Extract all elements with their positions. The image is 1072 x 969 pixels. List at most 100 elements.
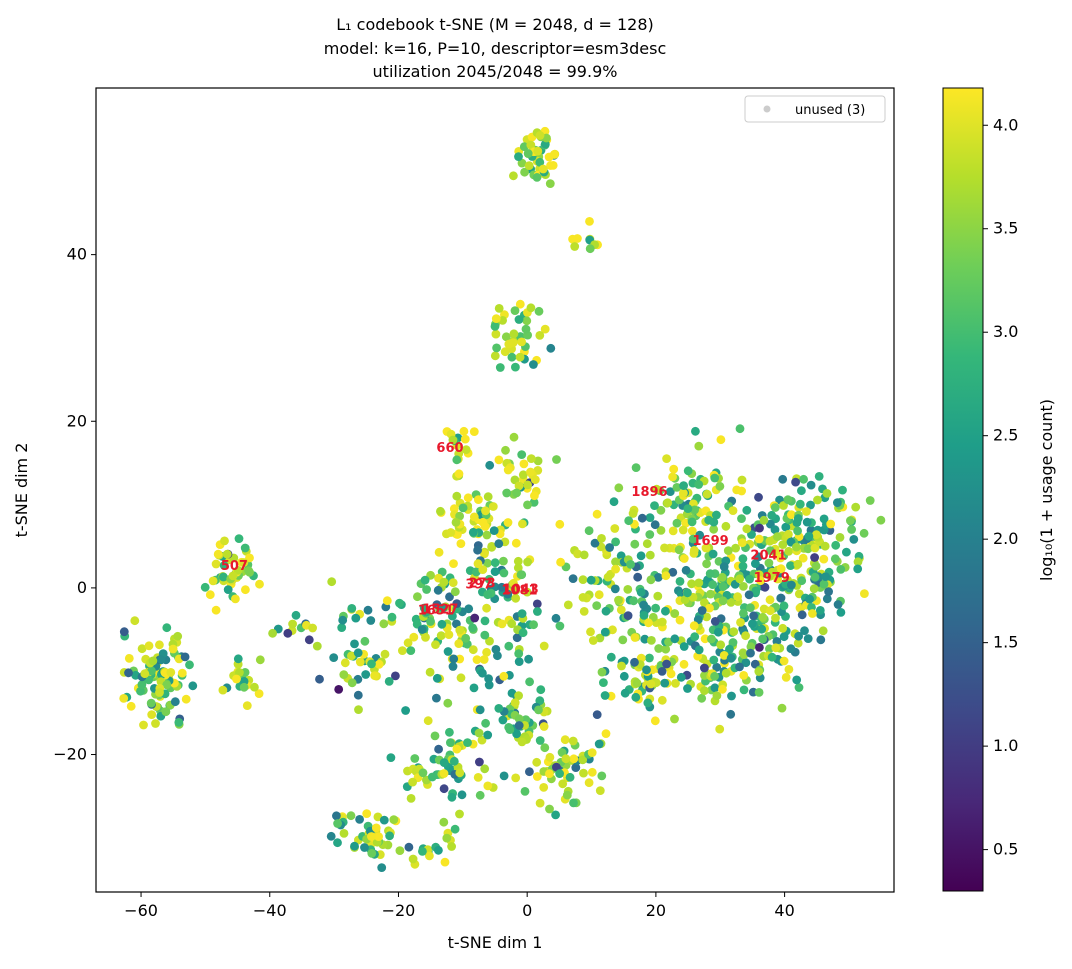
scatter-point [530,491,539,501]
colorbar-tick-label: 3.0 [993,322,1018,341]
scatter-point [702,559,711,569]
scatter-point [347,651,356,661]
scatter-point [694,480,704,489]
scatter-point [447,792,457,802]
scatter-point [420,575,430,585]
scatter-point [728,638,738,647]
scatter-point [718,596,728,606]
scatter-point [510,306,520,315]
scatter-point [657,695,667,705]
scatter-point [481,506,490,516]
scatter-point [713,627,723,637]
scatter-point [240,543,250,553]
scatter-point [480,616,490,626]
scatter-point [517,609,527,618]
scatter-point [484,680,494,690]
scatter-point [482,647,491,657]
scatter-point [672,483,682,492]
scatter-point [833,498,842,507]
scatter-point [533,607,542,616]
scatter-point [726,653,736,663]
scatter-point [611,537,620,547]
scatter-point [136,686,145,696]
scatter-point [361,670,371,679]
scatter-point [629,596,638,606]
scatter-point [797,576,807,586]
scatter-point [443,698,453,708]
scatter-point [771,643,781,653]
scatter-point [360,843,369,852]
scatter-point [717,572,727,582]
scatter-point [460,434,470,444]
scatter-point [759,515,769,525]
scatter-point [776,564,786,573]
scatter-point [746,603,755,613]
scatter-point [797,486,806,496]
scatter-point [525,767,534,777]
scatter-point [334,685,344,694]
scatter-point [611,557,620,567]
scatter-point [502,488,512,498]
scatter-point [485,636,494,646]
scatter-point [628,509,638,518]
scatter-point [421,607,431,617]
scatter-point [504,339,514,349]
scatter-point [492,343,501,353]
scatter-point [535,331,545,340]
scatter-point [697,693,707,703]
scatter-point [737,514,746,523]
scatter-point [312,641,322,651]
scatter-point [710,683,720,693]
scatter-point [681,565,691,575]
scatter-point [515,299,525,309]
scatter-point [631,692,641,702]
scatter-point [174,718,184,727]
scatter-point [363,605,373,615]
scatter-point [588,636,598,645]
scatter-point [211,559,221,569]
scatter-point [474,495,483,504]
scatter-point [731,543,740,553]
scatter-point [439,577,449,587]
scatter-point [425,667,435,677]
scatter-point [810,543,820,553]
scatter-point [213,549,223,559]
scatter-point [384,677,394,686]
scatter-point [535,736,545,745]
scatter-point [539,783,549,792]
scatter-point [523,500,532,510]
scatter-point [512,488,521,498]
scatter-point [548,161,558,170]
scatter-point [380,649,390,659]
scatter-point [803,634,813,643]
scatter-point [427,772,437,782]
scatter-point [436,631,446,640]
plot-frame [95,87,895,893]
scatter-point [234,534,244,543]
scatter-point [765,536,775,546]
scatter-point [611,564,620,574]
scatter-point [350,841,359,851]
scatter-point [726,709,736,719]
scatter-point [511,362,520,372]
scatter-point [632,678,642,688]
scatter-point [727,691,736,701]
scatter-point [670,634,680,644]
scatter-point [532,173,542,182]
scatter-point [558,779,568,789]
scatter-point [653,591,663,601]
scatter-point [592,710,602,719]
x-tick-label: −40 [253,901,287,920]
scatter-point [772,532,782,542]
scatter-point [573,234,582,243]
legend: unused (3) [744,95,886,123]
scatter-point [518,519,527,529]
scatter-point [488,502,498,511]
scatter-point [518,470,528,480]
scatter-point [578,575,588,584]
colorbar-tick-label: 1.5 [993,633,1018,652]
scatter-point [494,304,504,313]
scatter-point [657,667,667,676]
scatter-point [590,538,600,548]
